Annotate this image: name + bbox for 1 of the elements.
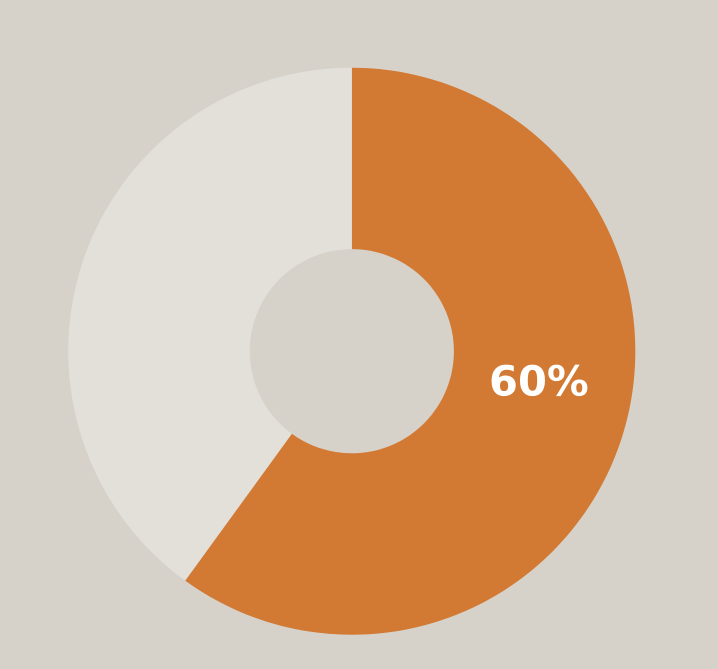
data-label: 60% xyxy=(492,364,588,396)
